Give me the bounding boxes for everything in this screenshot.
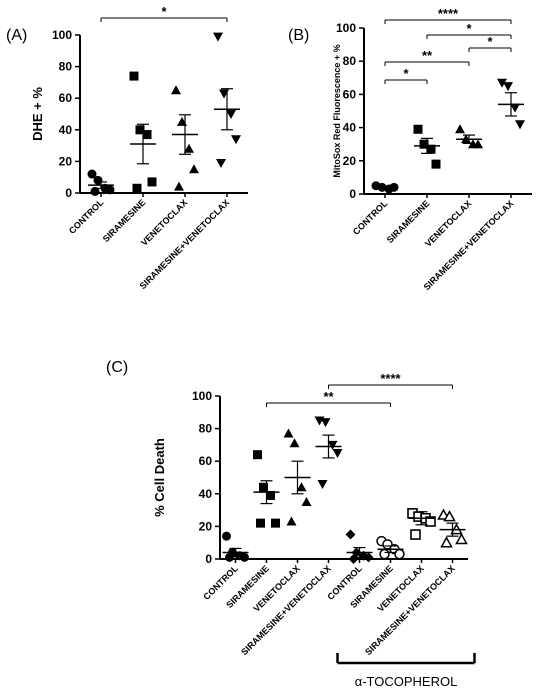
data-point bbox=[503, 82, 513, 92]
significance-label: * bbox=[161, 4, 167, 19]
y-tick-label: 40 bbox=[59, 123, 73, 137]
data-point bbox=[301, 496, 312, 506]
data-point bbox=[426, 144, 436, 154]
data-point bbox=[142, 130, 152, 140]
y-tick-label: 100 bbox=[336, 21, 356, 35]
data-point bbox=[296, 482, 307, 492]
y-tick-label: 40 bbox=[343, 121, 357, 135]
x-tick-label: SIRAMESINE+VENETOCLAX bbox=[422, 198, 516, 292]
data-point bbox=[225, 552, 234, 562]
panel-label: (C) bbox=[106, 359, 128, 376]
panel-label: (A) bbox=[6, 27, 27, 44]
y-tick-label: 20 bbox=[343, 154, 357, 168]
data-point bbox=[320, 418, 331, 428]
data-point bbox=[271, 518, 280, 528]
data-point bbox=[515, 120, 525, 130]
data-point bbox=[105, 185, 115, 195]
y-axis-label: DHE + % bbox=[30, 87, 45, 141]
data-point bbox=[473, 139, 483, 149]
significance-label: **** bbox=[438, 6, 459, 21]
y-tick-label: 60 bbox=[343, 87, 357, 101]
data-point bbox=[174, 181, 184, 191]
data-point bbox=[259, 482, 268, 492]
data-point bbox=[231, 135, 241, 145]
significance-label: **** bbox=[380, 371, 401, 386]
data-point bbox=[497, 78, 507, 88]
data-point bbox=[90, 186, 100, 196]
data-point bbox=[171, 85, 181, 95]
y-tick-label: 80 bbox=[343, 54, 357, 68]
data-point bbox=[240, 552, 249, 562]
data-point bbox=[419, 139, 429, 149]
y-tick-label: 0 bbox=[65, 186, 72, 200]
data-point bbox=[189, 164, 199, 174]
data-point bbox=[129, 71, 139, 81]
y-tick-label: 60 bbox=[59, 91, 73, 105]
data-point bbox=[289, 438, 300, 448]
data-point bbox=[147, 177, 157, 187]
data-point bbox=[226, 110, 236, 119]
significance-label: * bbox=[466, 21, 472, 36]
data-point bbox=[87, 169, 97, 179]
panel-b-chart: (B) 0 20 40 60 80 100 MitoSox Red Fluorescence … bbox=[288, 6, 532, 292]
y-tick-label: 20 bbox=[199, 519, 213, 533]
data-point bbox=[345, 529, 356, 540]
significance-label: * bbox=[487, 34, 493, 49]
x-tick-label: SIRAMESINE bbox=[385, 198, 432, 245]
x-tick-label: CONTROL bbox=[67, 197, 106, 236]
y-axis-label: % Cell Death bbox=[152, 438, 167, 517]
data-point bbox=[213, 32, 223, 42]
data-point bbox=[379, 548, 390, 560]
y-tick-label: 20 bbox=[59, 154, 73, 168]
panel-label: (B) bbox=[288, 27, 309, 44]
data-point bbox=[253, 450, 262, 460]
y-tick-label: 80 bbox=[199, 422, 213, 436]
data-point bbox=[410, 529, 421, 540]
data-point bbox=[286, 516, 297, 526]
y-tick-label: 0 bbox=[205, 552, 212, 566]
x-tick-label: CONTROL bbox=[351, 198, 390, 237]
data-point bbox=[256, 518, 265, 528]
data-point bbox=[135, 125, 145, 135]
data-point bbox=[132, 183, 142, 193]
data-point bbox=[363, 552, 374, 563]
y-tick-label: 0 bbox=[349, 187, 356, 201]
y-tick-label: 40 bbox=[199, 487, 213, 501]
y-tick-label: 100 bbox=[192, 389, 212, 403]
significance-label: ** bbox=[323, 389, 334, 404]
data-point bbox=[413, 124, 423, 134]
data-point bbox=[184, 143, 194, 153]
data-point bbox=[332, 449, 343, 459]
data-point bbox=[283, 428, 294, 438]
y-axis-label: MitoSox Red Fluorescence + % bbox=[332, 44, 342, 177]
y-tick-label: 100 bbox=[52, 28, 72, 42]
data-point bbox=[93, 175, 103, 185]
significance-label: ** bbox=[422, 48, 433, 63]
data-point bbox=[327, 440, 338, 450]
x-tick-label: SIRAMESINE bbox=[101, 197, 148, 244]
data-point bbox=[440, 536, 453, 548]
data-point bbox=[425, 516, 436, 527]
group-label: α-TOCOPHEROL bbox=[355, 674, 458, 689]
data-point bbox=[455, 532, 468, 545]
y-tick-label: 80 bbox=[59, 60, 73, 74]
data-point bbox=[216, 158, 226, 168]
data-point bbox=[443, 510, 456, 522]
data-point bbox=[510, 103, 520, 113]
data-point bbox=[222, 531, 231, 541]
data-point bbox=[317, 480, 328, 490]
data-point bbox=[348, 554, 359, 564]
data-point bbox=[431, 159, 441, 169]
data-point bbox=[266, 490, 275, 500]
significance-label: * bbox=[403, 66, 409, 81]
x-tick-label: SIRAMESINE+VENETOCLAX bbox=[138, 197, 232, 291]
data-point bbox=[455, 124, 465, 134]
data-point bbox=[394, 548, 405, 560]
y-tick-label: 60 bbox=[199, 454, 213, 468]
